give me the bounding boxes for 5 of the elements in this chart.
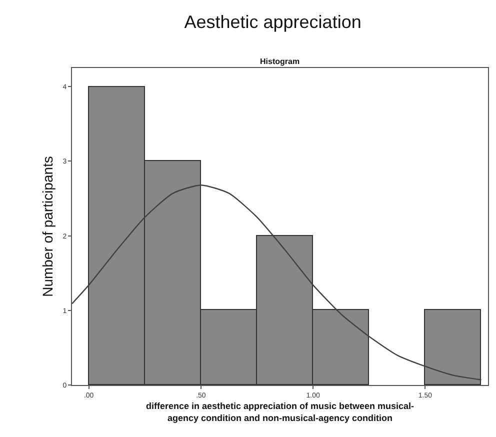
- line-series: [72, 184, 482, 380]
- chart-subtitle: Histogram: [260, 57, 300, 66]
- chart-title: Aesthetic appreciation: [184, 12, 362, 32]
- y-axis-title: Number of participants: [39, 156, 56, 297]
- x-axis-title: difference in aesthetic appreciation of music between musical- agency condition and non-musical-agency condition: [146, 401, 414, 423]
